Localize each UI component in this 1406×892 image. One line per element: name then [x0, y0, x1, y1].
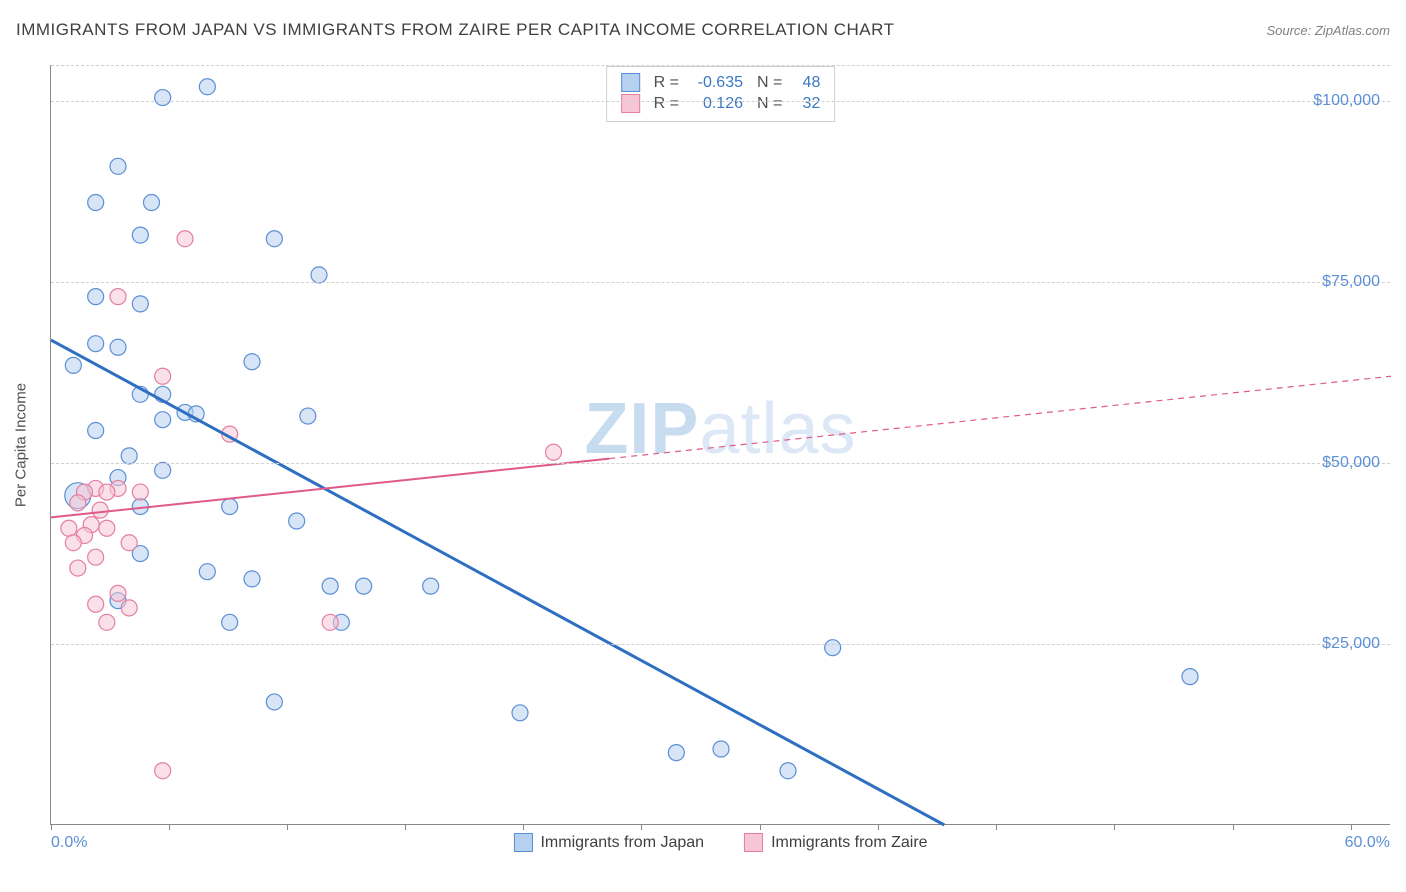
x-tick-label: 0.0% [51, 834, 87, 852]
stats-row: R = 0.126 N = 32 [621, 94, 821, 113]
swatch-icon [744, 833, 763, 852]
y-tick-label: $100,000 [1313, 92, 1380, 110]
legend-item: Immigrants from Zaire [744, 833, 927, 852]
correlation-chart: IMMIGRANTS FROM JAPAN VS IMMIGRANTS FROM… [0, 0, 1406, 892]
stat-label: N = [757, 74, 782, 92]
y-axis-label: Per Capita Income [13, 382, 30, 506]
y-tick-label: $50,000 [1322, 454, 1380, 472]
stat-value: 0.126 [691, 95, 743, 113]
swatch-icon [621, 94, 640, 113]
swatch-icon [513, 833, 532, 852]
source-label: Source: ZipAtlas.com [1266, 23, 1390, 38]
stats-legend: R = -0.635 N = 48 R = 0.126 N = 32 [606, 66, 836, 122]
y-tick-label: $75,000 [1322, 273, 1380, 291]
trend-line [51, 459, 609, 518]
stat-value: 32 [794, 95, 820, 113]
trend-layer [51, 65, 1390, 824]
trend-line [51, 340, 944, 825]
series-legend: Immigrants from Japan Immigrants from Za… [513, 831, 927, 854]
swatch-icon [621, 73, 640, 92]
plot-area: Per Capita Income ZIPatlas 0.0% 60.0% R … [50, 65, 1390, 825]
stat-value: 48 [794, 74, 820, 92]
trend-line [609, 376, 1391, 458]
x-tick-label: 60.0% [1345, 834, 1390, 852]
stat-label: N = [757, 95, 782, 113]
legend-label: Immigrants from Japan [540, 834, 704, 852]
stat-label: R = [654, 74, 679, 92]
y-tick-label: $25,000 [1322, 635, 1380, 653]
chart-title: IMMIGRANTS FROM JAPAN VS IMMIGRANTS FROM… [16, 20, 894, 40]
legend-item: Immigrants from Japan [513, 833, 704, 852]
stat-value: -0.635 [691, 74, 743, 92]
legend-label: Immigrants from Zaire [771, 834, 927, 852]
stats-row: R = -0.635 N = 48 [621, 73, 821, 92]
stat-label: R = [654, 95, 679, 113]
title-bar: IMMIGRANTS FROM JAPAN VS IMMIGRANTS FROM… [16, 20, 1390, 40]
